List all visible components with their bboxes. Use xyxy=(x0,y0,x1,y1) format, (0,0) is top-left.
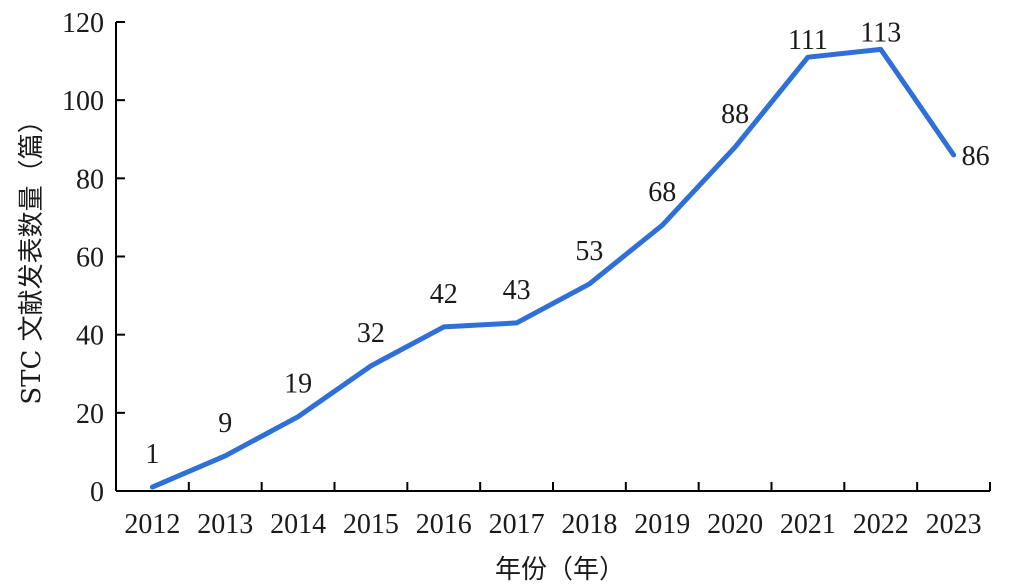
series-line xyxy=(149,46,957,490)
data-label: 113 xyxy=(860,17,901,48)
x-tick-label: 2023 xyxy=(926,509,982,540)
data-label: 9 xyxy=(218,408,232,439)
data-label: 68 xyxy=(648,177,676,208)
x-axis: 2012 2013 2014 2015 2016 2017 2018 2019 2020 2021… xyxy=(115,482,991,540)
y-tick-label: 20 xyxy=(76,399,104,430)
y-axis: 0 20 40 60 80 100 120 xyxy=(62,8,125,508)
x-ticks: 2012 2013 2014 2015 2016 2017 2018 2019 2020 2021… xyxy=(115,482,991,540)
y-tick-label: 40 xyxy=(76,321,104,352)
x-tick-label: 2020 xyxy=(707,509,763,540)
y-tick-label: 60 xyxy=(76,243,104,274)
x-axis-title: 年份（年） xyxy=(495,555,625,585)
x-tick-label: 2014 xyxy=(270,509,326,540)
y-tick-label: 120 xyxy=(62,8,104,39)
y-tick-label: 80 xyxy=(76,164,104,195)
x-tick-label: 2019 xyxy=(634,509,690,540)
data-label: 43 xyxy=(503,275,531,306)
x-tick-label: 2021 xyxy=(780,509,836,540)
data-label: 111 xyxy=(788,25,828,56)
y-tick-label: 0 xyxy=(90,477,104,508)
data-label: 86 xyxy=(962,141,990,172)
data-label: 1 xyxy=(145,439,159,470)
x-tick-label: 2013 xyxy=(197,509,253,540)
y-ticks: 0 20 40 60 80 100 120 xyxy=(62,8,125,508)
data-label: 19 xyxy=(284,369,312,400)
x-tick-label: 2015 xyxy=(343,509,399,540)
x-tick-label: 2018 xyxy=(561,509,617,540)
x-tick-label: 2016 xyxy=(416,509,472,540)
data-label: 42 xyxy=(430,279,458,310)
x-tick-label: 2012 xyxy=(124,509,180,540)
x-tick-label: 2017 xyxy=(489,509,545,540)
data-label: 53 xyxy=(575,236,603,267)
x-tick-label: 2022 xyxy=(853,509,909,540)
y-tick-label: 100 xyxy=(62,86,104,117)
data-label: 88 xyxy=(721,99,749,130)
y-axis-title: STC 文献发表数量（篇） xyxy=(17,107,47,404)
data-label: 32 xyxy=(357,318,385,349)
